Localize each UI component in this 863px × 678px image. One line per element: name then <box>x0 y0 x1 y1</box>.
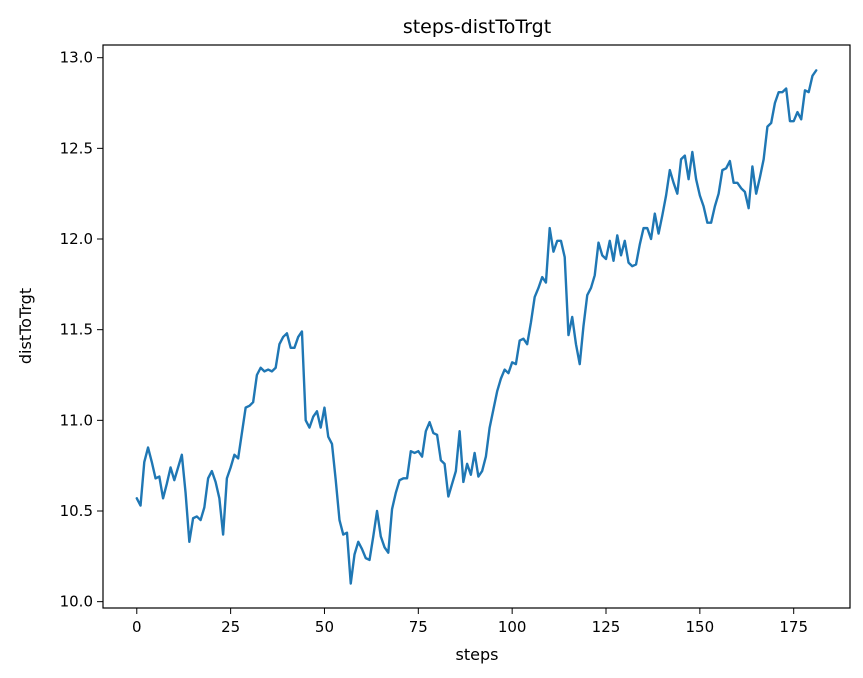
y-tick-label: 10.5 <box>60 502 93 520</box>
x-tick-label: 175 <box>779 618 808 636</box>
x-tick-label: 75 <box>409 618 428 636</box>
x-tick-label: 150 <box>686 618 715 636</box>
x-tick-label: 125 <box>592 618 621 636</box>
x-tick-label: 0 <box>132 618 142 636</box>
chart-title: steps-distToTrgt <box>403 16 551 38</box>
y-tick-label: 11.0 <box>60 411 93 429</box>
y-tick-label: 12.0 <box>60 230 93 248</box>
x-axis-label: steps <box>456 645 499 664</box>
y-tick-label: 12.5 <box>60 139 93 157</box>
y-tick-label: 11.5 <box>60 321 93 339</box>
x-tick-label: 50 <box>315 618 334 636</box>
x-tick-label: 25 <box>221 618 240 636</box>
y-axis-label: distToTrgt <box>16 288 35 364</box>
plot-area-frame <box>102 44 851 609</box>
series-line <box>135 69 818 585</box>
tick-group: 0 25 50 75 100 125 150 175 10.0 10.5 11.0 11.5 12.0 1… <box>60 49 808 636</box>
y-tick-label: 13.0 <box>60 49 93 67</box>
x-tick-label: 100 <box>498 618 527 636</box>
y-tick-label: 10.0 <box>60 593 93 611</box>
